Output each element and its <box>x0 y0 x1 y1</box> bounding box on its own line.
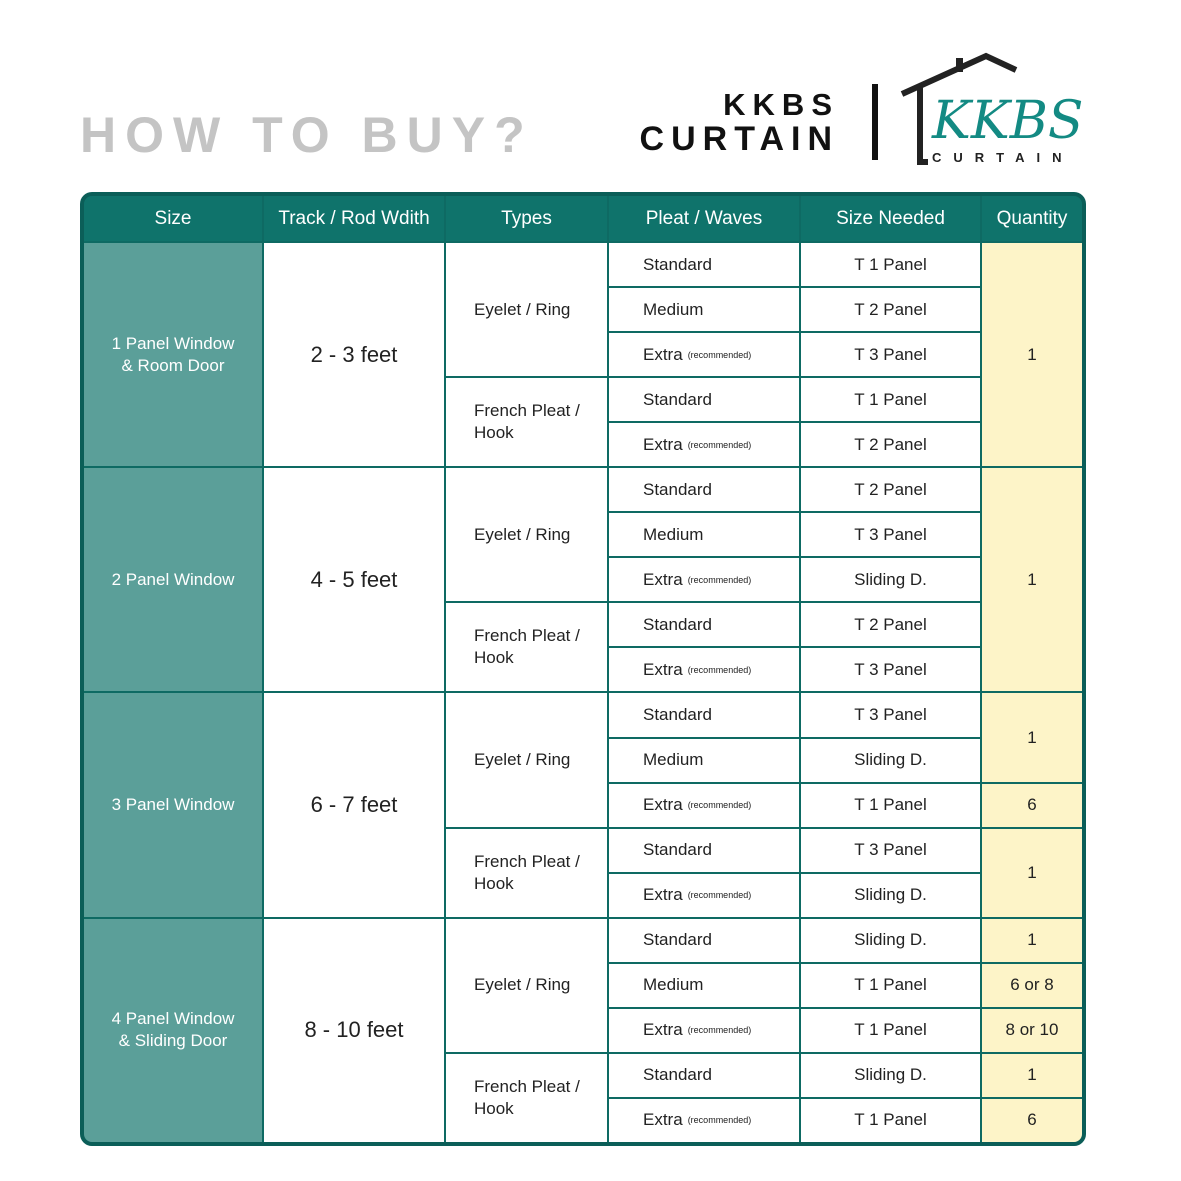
size-needed-cell: T 3 Panel <box>801 828 980 872</box>
size-needed-cell: T 2 Panel <box>801 423 980 467</box>
pleat-cell: Extra (recommended) <box>609 783 799 827</box>
size-needed-cell: T 3 Panel <box>801 513 980 557</box>
size-cell: 3 Panel Window <box>84 693 262 917</box>
size-needed-cell: Sliding D. <box>801 918 980 962</box>
column-header: Types <box>446 196 607 241</box>
type-cell: Eyelet / Ring <box>446 243 607 377</box>
pleat-cell: Standard <box>609 693 799 737</box>
size-cell: 1 Panel Window & Room Door <box>84 243 262 467</box>
track-width-cell: 6 - 7 feet <box>264 693 444 917</box>
pleat-cell: Standard <box>609 1053 799 1097</box>
pleat-cell: Standard <box>609 243 799 287</box>
quantity-cell: 1 <box>982 1053 1082 1097</box>
size-needed-cell: T 2 Panel <box>801 603 980 647</box>
pleat-cell: Extra (recommended) <box>609 333 799 377</box>
size-cell: 2 Panel Window <box>84 468 262 692</box>
size-needed-cell: Sliding D. <box>801 558 980 602</box>
size-needed-cell: T 1 Panel <box>801 243 980 287</box>
column-header: Track / Rod Wdith <box>264 196 444 241</box>
quantity-cell: 1 <box>982 918 1082 962</box>
type-cell: French Pleat / Hook <box>446 1053 607 1142</box>
pleat-cell: Standard <box>609 378 799 422</box>
size-needed-cell: T 3 Panel <box>801 693 980 737</box>
page-title: HOW TO BUY? <box>80 107 534 163</box>
size-needed-cell: T 1 Panel <box>801 783 980 827</box>
quantity-cell: 8 or 10 <box>982 1008 1082 1052</box>
track-width-cell: 4 - 5 feet <box>264 468 444 692</box>
size-needed-cell: T 1 Panel <box>801 1008 980 1052</box>
column-header: Size Needed <box>801 196 980 241</box>
quantity-cell: 1 <box>982 243 1082 467</box>
size-needed-cell: T 2 Panel <box>801 468 980 512</box>
pleat-cell: Extra (recommended) <box>609 873 799 917</box>
pleat-cell: Medium <box>609 513 799 557</box>
size-needed-cell: T 1 Panel <box>801 1098 980 1142</box>
quantity-cell: 1 <box>982 693 1082 782</box>
type-cell: French Pleat / Hook <box>446 603 607 692</box>
svg-text:KKBS: KKBS <box>931 91 1084 151</box>
pleat-cell: Extra (recommended) <box>609 423 799 467</box>
quantity-cell: 6 or 8 <box>982 963 1082 1007</box>
size-needed-cell: T 1 Panel <box>801 963 980 1007</box>
size-needed-cell: T 3 Panel <box>801 648 980 692</box>
brand-line1: KKBS <box>723 87 839 122</box>
size-needed-cell: T 1 Panel <box>801 378 980 422</box>
type-cell: Eyelet / Ring <box>446 918 607 1052</box>
pleat-cell: Medium <box>609 738 799 782</box>
column-header: Quantity <box>982 196 1082 241</box>
pleat-cell: Extra (recommended) <box>609 1098 799 1142</box>
size-needed-cell: Sliding D. <box>801 1053 980 1097</box>
type-cell: Eyelet / Ring <box>446 468 607 602</box>
brand-line2: CURTAIN <box>639 120 839 158</box>
pleat-cell: Extra (recommended) <box>609 648 799 692</box>
quantity-cell: 1 <box>982 828 1082 917</box>
quantity-cell: 6 <box>982 1098 1082 1142</box>
size-cell: 4 Panel Window & Sliding Door <box>84 918 262 1142</box>
size-needed-cell: Sliding D. <box>801 873 980 917</box>
column-header: Pleat / Waves <box>609 196 799 241</box>
svg-text:CURTAIN: CURTAIN <box>932 150 1074 165</box>
type-cell: French Pleat / Hook <box>446 378 607 467</box>
pleat-cell: Standard <box>609 468 799 512</box>
pleat-cell: Standard <box>609 603 799 647</box>
pleat-cell: Medium <box>609 963 799 1007</box>
kkbs-logo: KKBS CURTAIN <box>900 52 1084 165</box>
track-width-cell: 2 - 3 feet <box>264 243 444 467</box>
size-needed-cell: T 3 Panel <box>801 333 980 377</box>
quantity-cell: 6 <box>982 783 1082 827</box>
pleat-cell: Standard <box>609 918 799 962</box>
pleat-cell: Extra (recommended) <box>609 558 799 602</box>
size-needed-cell: Sliding D. <box>801 738 980 782</box>
type-cell: French Pleat / Hook <box>446 828 607 917</box>
pleat-cell: Medium <box>609 288 799 332</box>
brand-wordmark: KKBS CURTAIN <box>639 87 839 158</box>
brand-divider <box>872 84 878 160</box>
size-needed-cell: T 2 Panel <box>801 288 980 332</box>
quantity-cell: 1 <box>982 468 1082 692</box>
pleat-cell: Standard <box>609 828 799 872</box>
type-cell: Eyelet / Ring <box>446 693 607 827</box>
pleat-cell: Extra (recommended) <box>609 1008 799 1052</box>
buying-guide-table: Size Track / Rod Wdith Types Pleat / Waves S… <box>80 192 1086 1146</box>
track-width-cell: 8 - 10 feet <box>264 918 444 1142</box>
column-header: Size <box>84 196 262 241</box>
